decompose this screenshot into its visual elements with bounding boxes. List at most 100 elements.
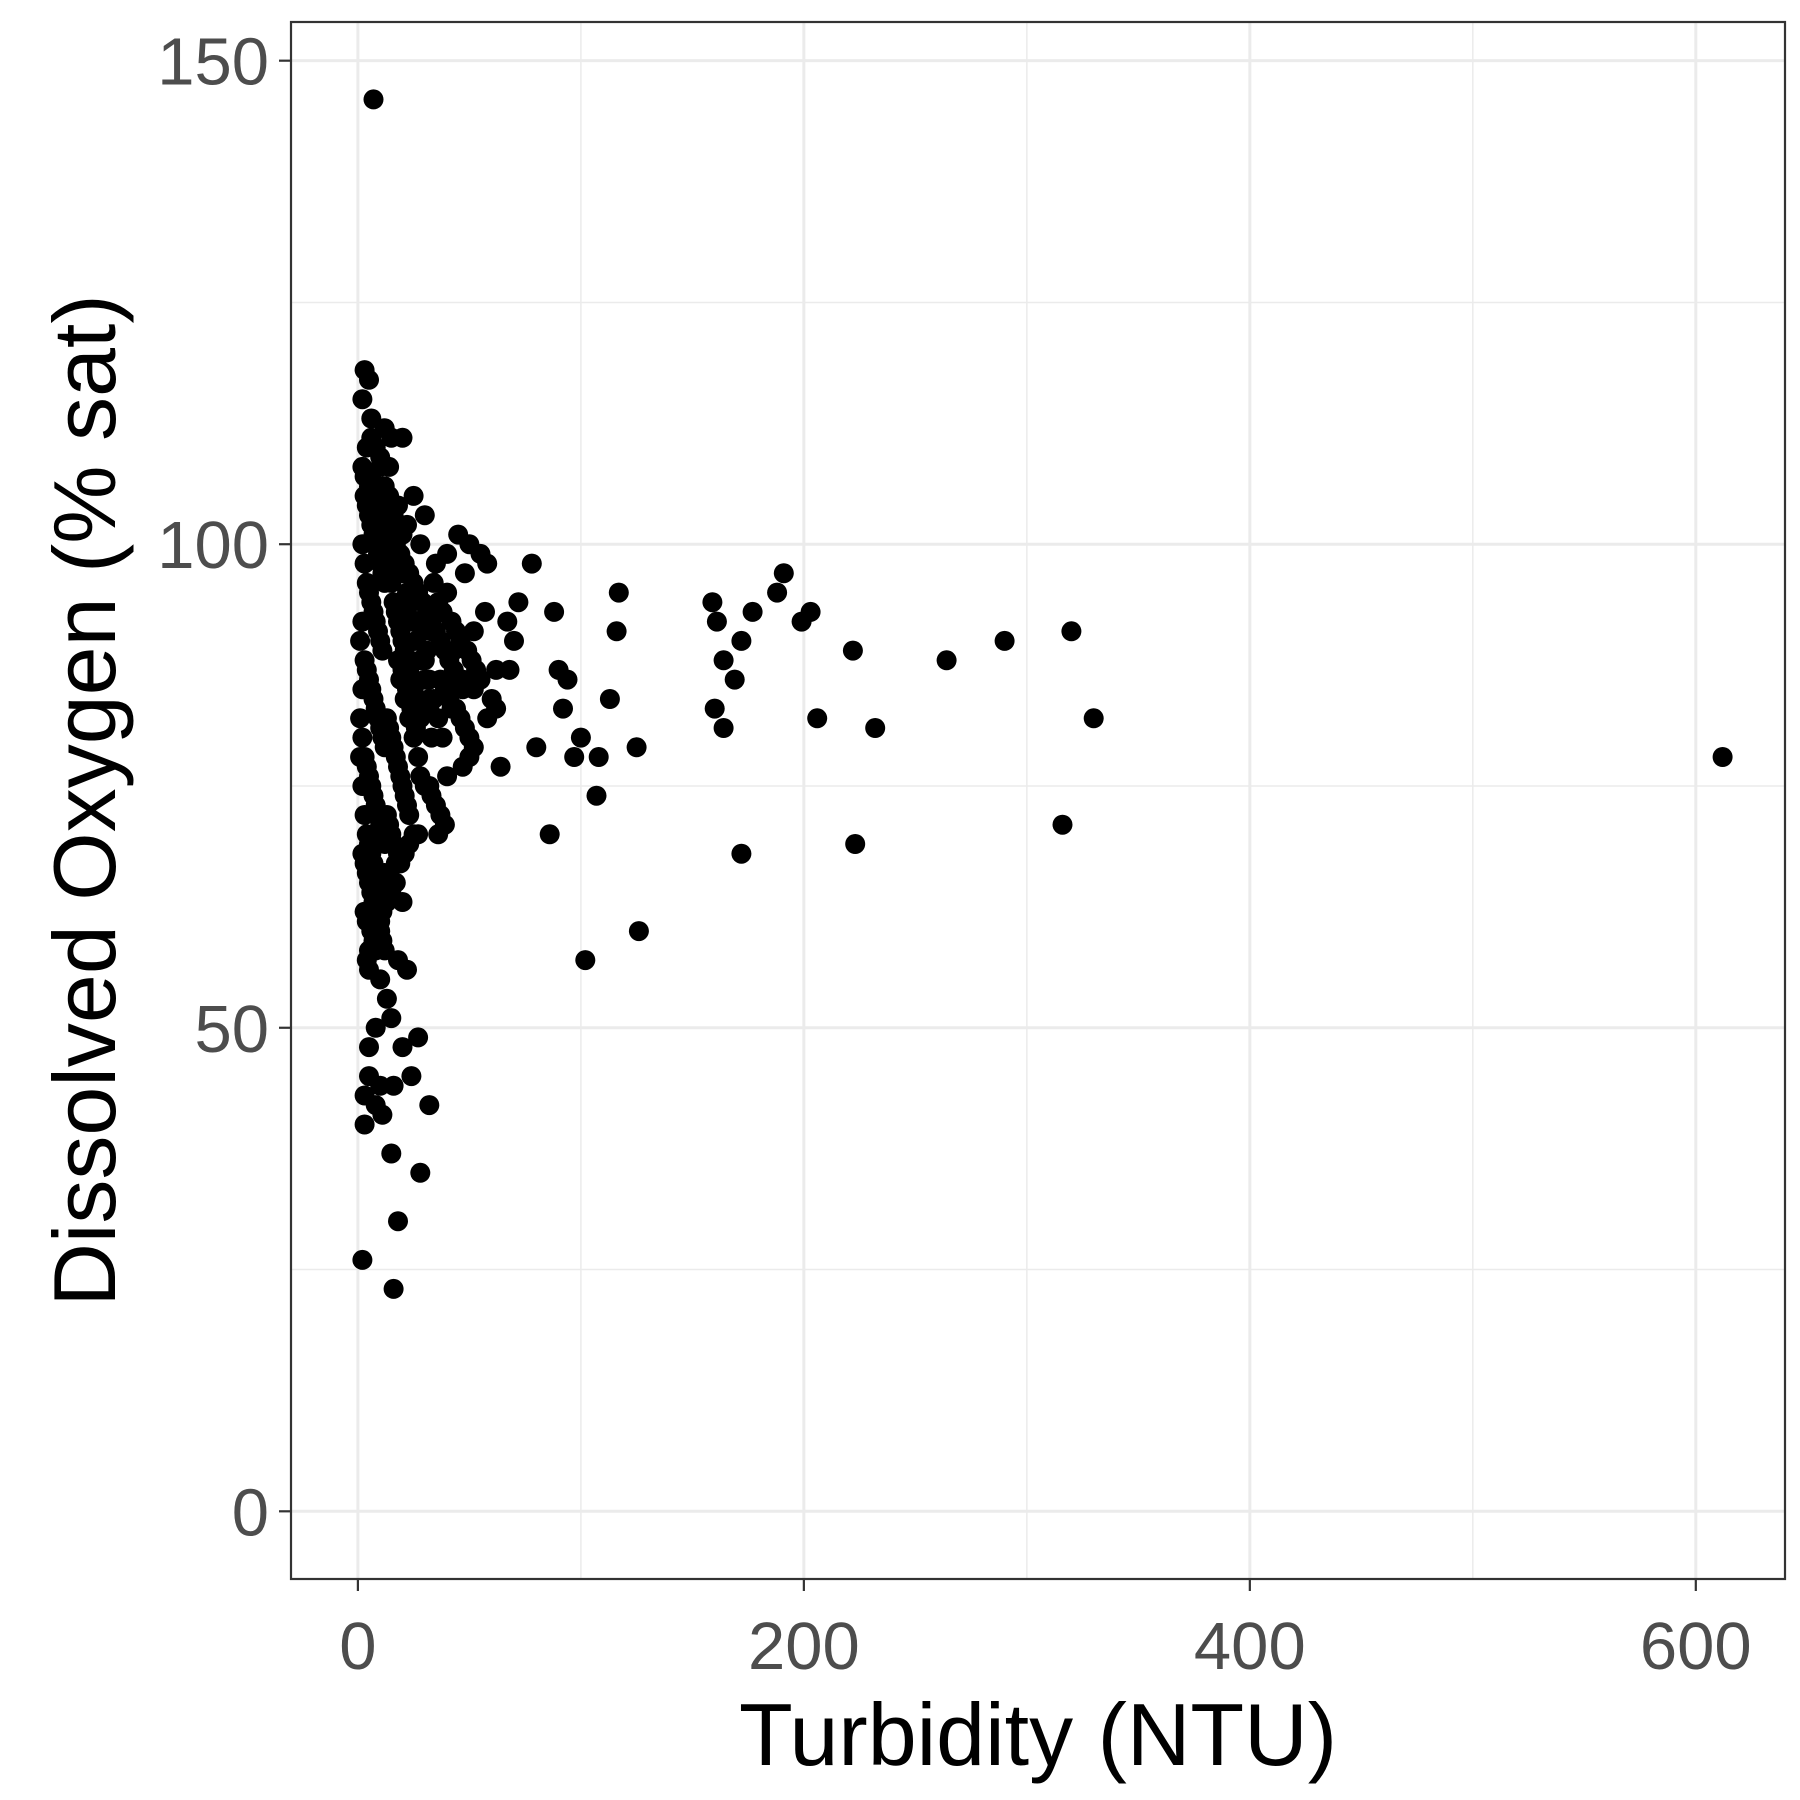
scatter-point — [381, 1008, 402, 1029]
scatter-point — [713, 650, 734, 671]
scatter-point — [410, 1162, 431, 1183]
scatter-point — [800, 601, 821, 622]
scatter-point — [628, 921, 649, 942]
panel-border — [289, 20, 1787, 1581]
y-tick-label: 50 — [194, 992, 269, 1067]
scatter-point — [423, 572, 444, 593]
scatter-point — [408, 747, 429, 767]
scatter-point — [392, 427, 413, 448]
scatter-point — [419, 689, 440, 709]
scatter-point — [354, 805, 375, 825]
scatter-point — [428, 708, 449, 729]
scatter-point — [437, 766, 458, 787]
scatter-point — [1052, 814, 1073, 835]
scatter-point — [539, 824, 560, 845]
scatter-point — [352, 679, 373, 700]
scatter-point — [359, 369, 379, 390]
x-tick-label: 0 — [339, 1609, 376, 1684]
scatter-point — [742, 601, 763, 622]
scatter-point — [410, 534, 431, 555]
scatter-point — [731, 843, 752, 864]
scatter-point — [425, 553, 446, 574]
scatter-point — [575, 950, 596, 971]
scatter-point — [352, 727, 373, 748]
scatter-point — [842, 640, 863, 661]
scatter-point — [374, 572, 395, 593]
scatter-point — [365, 1017, 386, 1038]
scatter-point — [845, 834, 866, 854]
scatter-point — [372, 640, 393, 661]
scatter-point — [1083, 708, 1104, 729]
scatter-point — [553, 698, 573, 719]
scatter-point — [354, 1114, 375, 1135]
scatter-point — [606, 621, 627, 642]
scatter-point — [381, 1143, 402, 1164]
scatter-point — [352, 776, 373, 796]
scatter-point — [392, 1037, 413, 1058]
scatter-point — [414, 669, 435, 690]
y-tick-label: 150 — [157, 25, 269, 100]
scatter-point — [521, 553, 542, 574]
scatter-point — [526, 737, 547, 758]
scatter-point — [564, 747, 585, 767]
scatter-point — [359, 1037, 379, 1058]
x-tick-label: 600 — [1640, 1609, 1752, 1684]
scatter-point — [363, 89, 384, 110]
grid-lines — [291, 22, 1785, 1579]
scatter-point — [388, 1211, 408, 1232]
scatter-point — [383, 1075, 404, 1096]
y-tick-label: 0 — [232, 1475, 269, 1550]
scatter-point — [702, 592, 723, 613]
scatter-point — [704, 698, 725, 719]
scatter-point — [401, 698, 422, 719]
scatter-point — [557, 669, 578, 690]
scatter-point — [434, 814, 455, 835]
scatter-point — [588, 747, 609, 767]
scatter-point — [403, 485, 424, 506]
scatter-point — [405, 718, 426, 738]
scatter-point — [352, 611, 373, 632]
scatter-point — [570, 727, 591, 748]
scatter-point — [352, 389, 373, 410]
scatter-point — [383, 534, 404, 555]
scatter-point — [352, 1249, 373, 1270]
scatter-point — [936, 650, 957, 671]
scatter-point — [490, 756, 511, 777]
scatter-point — [713, 718, 734, 738]
scatter-point — [350, 747, 371, 767]
scatter-point — [392, 563, 413, 584]
scatter-point — [454, 563, 475, 584]
scatter-point — [599, 689, 620, 709]
scatter-point — [807, 708, 828, 729]
y-tick-label: 100 — [157, 508, 269, 583]
scatter-point — [359, 1066, 379, 1087]
scatter-point — [586, 785, 607, 806]
x-tick-label: 200 — [748, 1609, 860, 1684]
scatter-point — [397, 795, 417, 816]
scatter-point — [773, 563, 794, 584]
scatter-point — [397, 679, 417, 700]
scatter-point — [1712, 747, 1733, 767]
scatter-point — [412, 621, 433, 642]
scatter-point — [477, 553, 498, 574]
scatter-point — [452, 756, 473, 777]
scatter-point — [397, 959, 417, 980]
scatter-point — [350, 708, 371, 729]
scatter-point — [390, 853, 411, 874]
scatter-point — [370, 969, 391, 990]
scatter-point — [731, 630, 752, 651]
scatter-point — [419, 1095, 440, 1116]
scatter-point — [706, 611, 727, 632]
x-tick-label: 400 — [1194, 1609, 1306, 1684]
scatter-point — [392, 659, 413, 680]
scatter-point — [408, 1027, 429, 1048]
scatter-point — [365, 437, 386, 458]
scatter-point — [499, 659, 520, 680]
scatter-point — [383, 1278, 404, 1299]
scatter-point — [356, 950, 377, 971]
scatter-point — [724, 669, 745, 690]
scatter-point — [497, 611, 518, 632]
scatter-point — [401, 592, 422, 613]
scatter-point — [477, 708, 498, 729]
